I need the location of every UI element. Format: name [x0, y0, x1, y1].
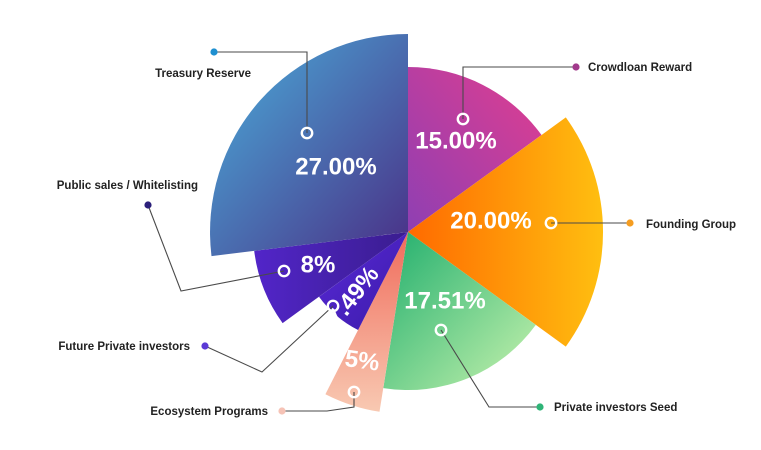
- slice-name-label-founding-group: Founding Group: [646, 219, 736, 231]
- slice-value-label-crowdloan-reward: 15.00%: [415, 127, 496, 154]
- legend-marker-treasury-reserve: [210, 48, 218, 56]
- pie-slice-ecosystem-programs: [325, 232, 408, 412]
- slices-layer: [210, 34, 604, 412]
- leader-ring-treasury-reserve: [300, 126, 314, 140]
- slice-value-label-private-investors-seed: 17.51%: [404, 287, 485, 314]
- slice-value-label-ecosystem-programs: 5%: [343, 345, 381, 377]
- slice-value-label-public-sales-whitelisting: 8%: [301, 251, 336, 278]
- slice-value-label-treasury-reserve: 27.00%: [295, 153, 376, 180]
- legend-marker-ecosystem-programs: [278, 407, 286, 415]
- slice-name-label-ecosystem-programs: Ecosystem Programs: [150, 406, 268, 418]
- slice-name-label-future-private-investors: Future Private investors: [58, 341, 190, 353]
- leader-line-crowdloan-reward: [462, 66, 576, 119]
- leader-ring-crowdloan-reward: [456, 112, 470, 126]
- leader-line-public-sales-whitelisting: [147, 204, 285, 292]
- leader-line-future-private-investors: [204, 305, 334, 373]
- leaders-layer: [144, 48, 634, 415]
- labels-layer: 15.00%20.00%17.51%5%7.49%8%27.00%Crowdlo…: [57, 62, 736, 418]
- slice-name-label-crowdloan-reward: Crowdloan Reward: [588, 62, 692, 74]
- leader-ring-future-private-investors: [326, 299, 340, 313]
- slice-name-label-public-sales-whitelisting: Public sales / Whitelisting: [57, 180, 198, 192]
- legend-marker-public-sales-whitelisting: [144, 201, 152, 209]
- pie-slice-future-private-investors: [319, 232, 408, 330]
- legend-marker-future-private-investors: [201, 342, 209, 350]
- pie-slice-public-sales-whitelisting: [254, 232, 408, 324]
- leader-ring-public-sales-whitelisting: [277, 264, 291, 278]
- leader-line-ecosystem-programs: [282, 392, 355, 412]
- leader-ring-ecosystem-programs: [347, 385, 361, 399]
- pie-slice-crowdloan-reward: [408, 67, 542, 232]
- leader-line-treasury-reserve: [214, 51, 308, 133]
- pie-slice-private-investors-seed: [383, 232, 536, 391]
- slice-value-label-founding-group: 20.00%: [450, 207, 531, 234]
- legend-marker-crowdloan-reward: [572, 63, 580, 71]
- slice-name-label-treasury-reserve: Treasury Reserve: [155, 68, 251, 80]
- legend-marker-private-investors-seed: [536, 403, 544, 411]
- slice-name-label-private-investors-seed: Private investors Seed: [554, 402, 677, 414]
- leader-line-private-investors-seed: [440, 329, 540, 408]
- legend-marker-founding-group: [626, 219, 634, 227]
- leader-ring-founding-group: [544, 216, 558, 230]
- pie-slice-founding-group: [408, 117, 604, 347]
- leader-ring-private-investors-seed: [434, 323, 448, 337]
- pie-slice-treasury-reserve: [210, 34, 408, 257]
